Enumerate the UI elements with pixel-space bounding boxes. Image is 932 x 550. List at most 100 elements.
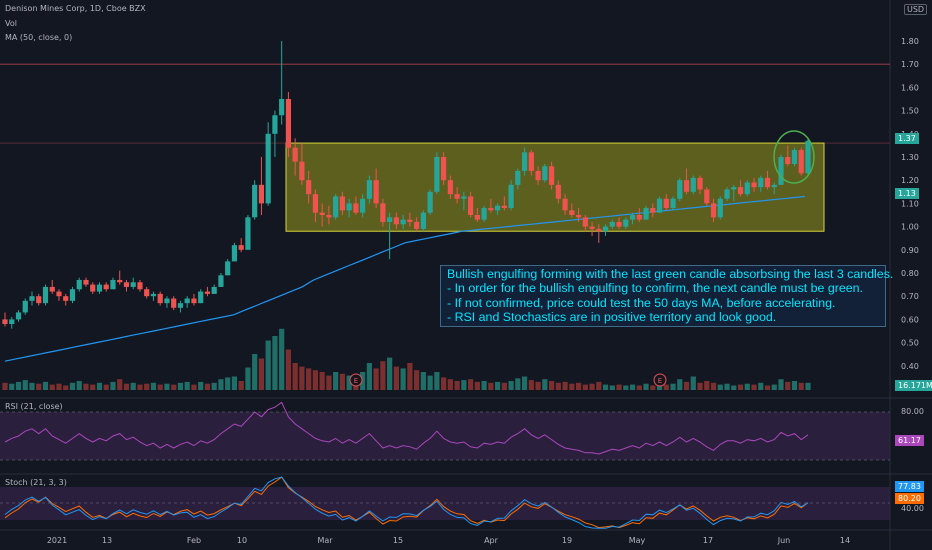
- currency-label[interactable]: USD: [904, 4, 928, 15]
- candle-body: [764, 177, 771, 188]
- candle-body: [110, 279, 116, 290]
- candle-body: [758, 177, 764, 188]
- earnings-marker-icon: [349, 373, 363, 387]
- candle-body: [144, 289, 150, 297]
- price-axis-label: 0.50: [901, 339, 919, 348]
- volume-bar: [211, 382, 217, 390]
- candle-body: [157, 293, 163, 304]
- candle-body: [528, 152, 534, 171]
- volume-bar: [805, 382, 811, 390]
- volume-bar: [407, 363, 413, 390]
- price-axis-label: 0.60: [901, 315, 919, 324]
- volume-bar: [225, 377, 231, 390]
- rsi-band: [0, 412, 890, 460]
- candle-body: [225, 261, 231, 276]
- candle-body: [805, 140, 811, 174]
- candle-body: [198, 291, 204, 304]
- volume-bar: [218, 379, 224, 390]
- volume-bar: [454, 381, 460, 390]
- candle-body: [56, 291, 62, 297]
- volume-bar: [265, 340, 271, 390]
- volume-bar: [427, 375, 433, 390]
- candle-body: [697, 177, 703, 190]
- volume-bar: [636, 385, 642, 390]
- volume-bar: [117, 379, 123, 390]
- candle-body: [717, 198, 723, 218]
- candle-body: [602, 226, 609, 232]
- candle-body: [184, 298, 190, 304]
- legend-ma[interactable]: MA (50, close, 0): [5, 33, 73, 42]
- ma50-line: [4, 195, 806, 362]
- annotation-box[interactable]: Bullish engulfing forming with the last …: [440, 265, 893, 327]
- volume-bar: [130, 382, 136, 390]
- legend-rsi[interactable]: RSI (21, close): [5, 402, 63, 411]
- volume-bar: [258, 358, 265, 390]
- candle-body: [366, 180, 372, 199]
- candle-body: [2, 319, 8, 325]
- candle-body: [690, 177, 696, 192]
- legend-vol[interactable]: Vol: [5, 19, 17, 28]
- volume-bar: [83, 383, 89, 390]
- candle-body: [387, 217, 393, 222]
- volume-bar: [569, 383, 575, 390]
- stoch-k-line: [4, 476, 809, 529]
- stoch-k-tag: 77.83: [895, 481, 924, 492]
- volume-bar: [731, 385, 737, 390]
- volume-bar: [319, 372, 325, 390]
- legend-main[interactable]: Denison Mines Corp, 1D, Cboe BZX: [5, 4, 146, 13]
- volume-bar: [710, 382, 717, 390]
- time-axis-label: Feb: [187, 536, 201, 545]
- volume-bar: [717, 384, 723, 390]
- candle-body: [299, 161, 305, 181]
- volume-bar: [198, 381, 204, 390]
- ma-value-tag: 1.13: [895, 188, 919, 199]
- volume-bar: [501, 382, 507, 390]
- legend-stoch[interactable]: Stoch (21, 3, 3): [5, 478, 67, 487]
- volume-bar: [447, 379, 453, 390]
- volume-bar: [137, 384, 143, 390]
- volume-bar: [690, 376, 696, 390]
- last-price-tag: 1.37: [895, 133, 919, 144]
- volume-bar: [63, 385, 69, 390]
- volume-bar: [272, 336, 278, 390]
- price-axis-label: 0.40: [901, 362, 919, 371]
- volume-bar: [177, 382, 184, 390]
- candle-body: [36, 296, 42, 304]
- candle-body: [258, 184, 265, 204]
- candle-body: [643, 208, 649, 220]
- candle-body: [380, 203, 386, 222]
- candle-body: [373, 180, 379, 204]
- volume-bar: [56, 383, 62, 390]
- candle-body: [346, 203, 352, 211]
- candle-body: [238, 245, 244, 250]
- candle-body: [83, 279, 89, 285]
- candle-body: [42, 286, 49, 304]
- candle-body: [231, 245, 238, 262]
- candle-body: [339, 196, 345, 211]
- candle-body: [279, 99, 285, 116]
- candle-body: [771, 184, 777, 188]
- volume-bar: [312, 370, 319, 390]
- candle-body: [123, 282, 130, 287]
- volume-bar: [123, 383, 130, 390]
- volume-bar: [697, 382, 703, 390]
- volume-bar: [184, 381, 190, 390]
- candle-body: [751, 182, 757, 188]
- volume-bar: [414, 370, 420, 390]
- candle-body: [663, 198, 669, 209]
- candle-body: [474, 215, 480, 220]
- candle-body: [312, 194, 319, 213]
- price-axis-label: 1.60: [901, 83, 919, 92]
- volume-bar: [380, 361, 386, 390]
- candle-body: [393, 217, 399, 225]
- candle-body: [29, 296, 35, 301]
- volume-bar: [771, 384, 777, 390]
- volume-bar: [76, 381, 82, 390]
- time-axis-label: 10: [237, 536, 247, 545]
- volume-bar: [623, 385, 629, 390]
- candle-body: [596, 228, 602, 232]
- volume-bar: [481, 381, 487, 390]
- volume-bar: [36, 383, 42, 390]
- volume-bar: [582, 384, 588, 390]
- volume-bar: [555, 382, 561, 390]
